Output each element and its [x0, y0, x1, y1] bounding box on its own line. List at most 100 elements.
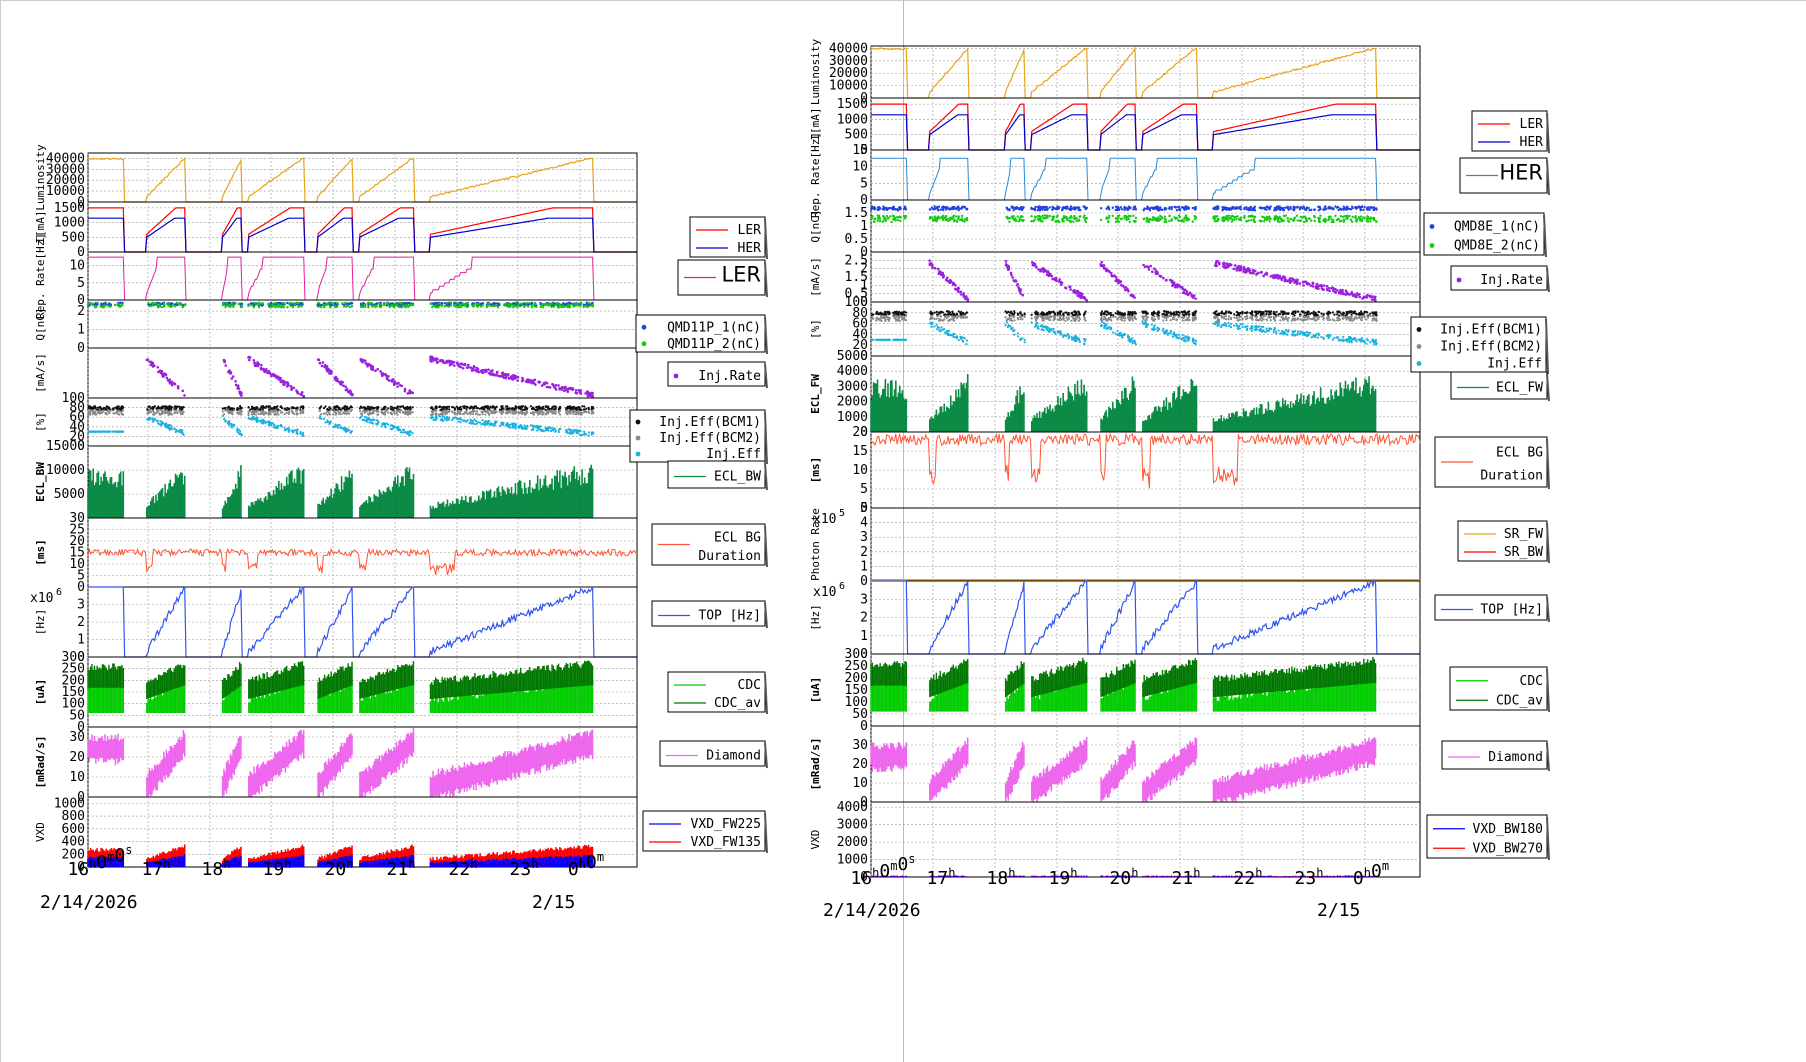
y-tick-label: 0	[77, 580, 85, 595]
eff-bcm1-point	[435, 406, 438, 409]
inj-rate-point	[500, 372, 504, 375]
inj-rate-point	[320, 364, 324, 368]
eff-bcm2-point	[156, 409, 159, 412]
charge2-point	[261, 302, 265, 305]
inj-rate-point	[411, 391, 415, 395]
eff-bcm1-point	[411, 406, 414, 409]
eff-bcm2-point	[483, 410, 487, 413]
charge2-point	[291, 305, 295, 309]
inj-rate-point	[461, 366, 465, 370]
charge2-point	[454, 303, 457, 307]
eff-point	[445, 415, 449, 418]
charge2-point	[344, 301, 347, 305]
charge2-point	[99, 304, 102, 308]
charge2-point	[571, 303, 574, 306]
eff-bcm2-point	[392, 410, 395, 413]
charge1-point	[362, 301, 365, 305]
eff-bcm2-point	[257, 412, 260, 415]
charge2-point	[147, 301, 150, 305]
inj-rate-point	[368, 363, 371, 366]
eff-point	[372, 418, 375, 421]
eff-bcm2-point	[453, 411, 456, 414]
charge2-point	[591, 303, 594, 307]
eff-point	[345, 429, 348, 432]
eff-bcm2-point	[486, 409, 489, 412]
y-axis-label: VXD	[34, 822, 47, 842]
charge2-point	[225, 302, 228, 305]
eff-bcm1-point	[407, 406, 410, 410]
charge2-point	[505, 302, 508, 306]
eff-point	[457, 420, 460, 423]
charge2-point	[293, 303, 296, 306]
charge2-point	[317, 301, 320, 304]
eff-bcm2-point	[147, 410, 150, 413]
y-axis-label: [uA]	[34, 679, 47, 706]
charge2-point	[508, 305, 511, 309]
eff-bcm1-point	[577, 405, 580, 409]
eff-point	[382, 423, 385, 426]
inj-rate-point	[473, 365, 476, 369]
eff-bcm2-point	[326, 413, 329, 416]
eff-bcm1-point	[147, 405, 150, 408]
eff-bcm1-point	[487, 406, 490, 409]
inj-rate-point	[371, 365, 375, 369]
inj-rate-point	[545, 381, 549, 385]
charge1-point	[286, 301, 289, 305]
eff-bcm2-point	[450, 410, 454, 413]
eff-bcm2-point	[261, 413, 265, 416]
charge2-point	[380, 302, 383, 306]
inj-rate-point	[487, 368, 490, 371]
inj-rate-point	[448, 363, 452, 367]
inj-rate-point	[509, 376, 513, 380]
eff-bcm2-point	[360, 412, 364, 416]
charge1-point	[333, 303, 337, 306]
charge2-point	[289, 304, 293, 308]
eff-bcm2-point	[98, 409, 101, 412]
eff-bcm2-point	[536, 413, 540, 416]
inj-rate-point	[574, 391, 578, 395]
eff-point	[296, 428, 299, 431]
eff-point	[550, 429, 553, 433]
eff-bcm2-point	[397, 409, 400, 412]
eff-bcm1-point	[506, 405, 509, 408]
eff-bcm2-point	[460, 409, 463, 413]
panel-frame	[87, 347, 638, 399]
eff-point	[170, 426, 173, 430]
charge1-point	[403, 301, 406, 305]
eff-bcm2-point	[256, 409, 259, 412]
eff-bcm2-point	[240, 413, 243, 416]
eff-bcm2-point	[251, 409, 255, 412]
eff-bcm1-point	[546, 405, 550, 408]
inj-rate-point	[459, 362, 462, 366]
inj-rate-point	[328, 372, 331, 375]
eff-bcm1-point	[227, 405, 230, 408]
eff-bcm2-point	[551, 409, 554, 412]
eff-bcm1-point	[399, 405, 403, 408]
inj-rate-point	[247, 356, 250, 359]
charge1-point	[349, 302, 352, 305]
charge2-point	[258, 302, 262, 305]
eff-bcm2-point	[430, 410, 434, 414]
inj-rate-point	[302, 395, 306, 398]
eff-point	[470, 422, 473, 425]
eff-point	[460, 418, 463, 421]
eff-bcm1-point	[445, 407, 449, 410]
charge1-point	[367, 303, 370, 307]
eff-bcm1-point	[92, 406, 95, 410]
inj-rate-point	[236, 386, 240, 389]
panel-frame	[87, 586, 638, 658]
inj-rate-point	[496, 370, 499, 374]
inj-rate-point	[439, 359, 443, 362]
inj-rate-point	[376, 367, 380, 371]
inj-rate-point	[516, 379, 519, 382]
eff-point	[471, 419, 475, 423]
y-tick-label: 0	[77, 293, 85, 308]
charge2-point	[459, 305, 463, 309]
eff-point	[302, 434, 305, 437]
eff-bcm2-point	[554, 410, 557, 413]
charge2-point	[168, 305, 172, 308]
eff-bcm1-point	[167, 408, 171, 411]
axis-multiplier-exp: 6	[56, 587, 62, 598]
eff-bcm1-point	[459, 405, 462, 409]
eff-bcm2-point	[113, 412, 117, 415]
